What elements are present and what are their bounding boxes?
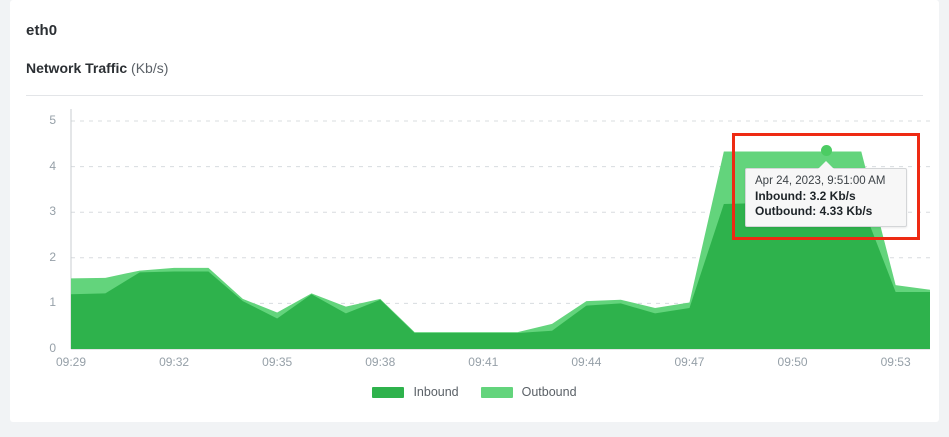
x-tick-label: 09:38 (365, 355, 396, 369)
legend-inbound[interactable]: Inbound (372, 385, 459, 399)
chart-plot-area[interactable] (10, 104, 939, 364)
y-tick-label: 4 (49, 158, 56, 173)
x-tick-label: 09:53 (880, 355, 911, 369)
x-tick-label: 09:47 (674, 355, 705, 369)
legend-swatch-icon (372, 386, 405, 398)
y-tick-label: 1 (49, 295, 56, 310)
x-tick-label: 09:50 (777, 355, 808, 369)
y-tick-label: 5 (49, 113, 56, 127)
network-traffic-card: eth0 Network Traffic (Kb/s) 0 1 2 3 4 5 09:29… (10, 0, 939, 422)
legend-label: Outbound (521, 385, 577, 399)
tooltip-outbound-value: Outbound: 4.33 Kb/s (755, 204, 873, 218)
y-tick-label: 2 (49, 249, 56, 264)
tooltip-inbound-value: Inbound: 3.2 Kb/s (755, 189, 856, 203)
page-title: eth0 (26, 22, 58, 39)
y-tick-label: 0 (49, 341, 56, 355)
x-tick-label: 09:32 (159, 355, 190, 369)
area-chart-svg[interactable] (10, 104, 939, 364)
x-tick-label: 09:44 (571, 355, 602, 369)
legend-label: Inbound (413, 385, 459, 399)
chart-legend: Inbound Outbound (10, 385, 939, 399)
header-divider (26, 95, 923, 96)
chart-title-unit: (Kb/s) (131, 60, 169, 76)
y-tick-label: 3 (49, 204, 56, 219)
chart-tooltip: Apr 24, 2023, 9:51:00 AM Inbound: 3.2 Kb… (745, 168, 907, 227)
tooltip-arrow-icon (818, 161, 834, 169)
hover-point-marker (821, 145, 832, 156)
legend-outbound[interactable]: Outbound (480, 385, 577, 399)
x-tick-label: 09:41 (468, 355, 499, 369)
tooltip-timestamp: Apr 24, 2023, 9:51:00 AM (755, 175, 886, 187)
chart-title-text: Network Traffic (26, 60, 128, 76)
x-tick-label: 09:35 (262, 355, 293, 369)
area-series-inbound (71, 203, 930, 349)
legend-swatch-icon (480, 386, 513, 398)
chart-title: Network Traffic (Kb/s) (26, 60, 168, 76)
x-tick-label: 09:29 (55, 355, 87, 369)
